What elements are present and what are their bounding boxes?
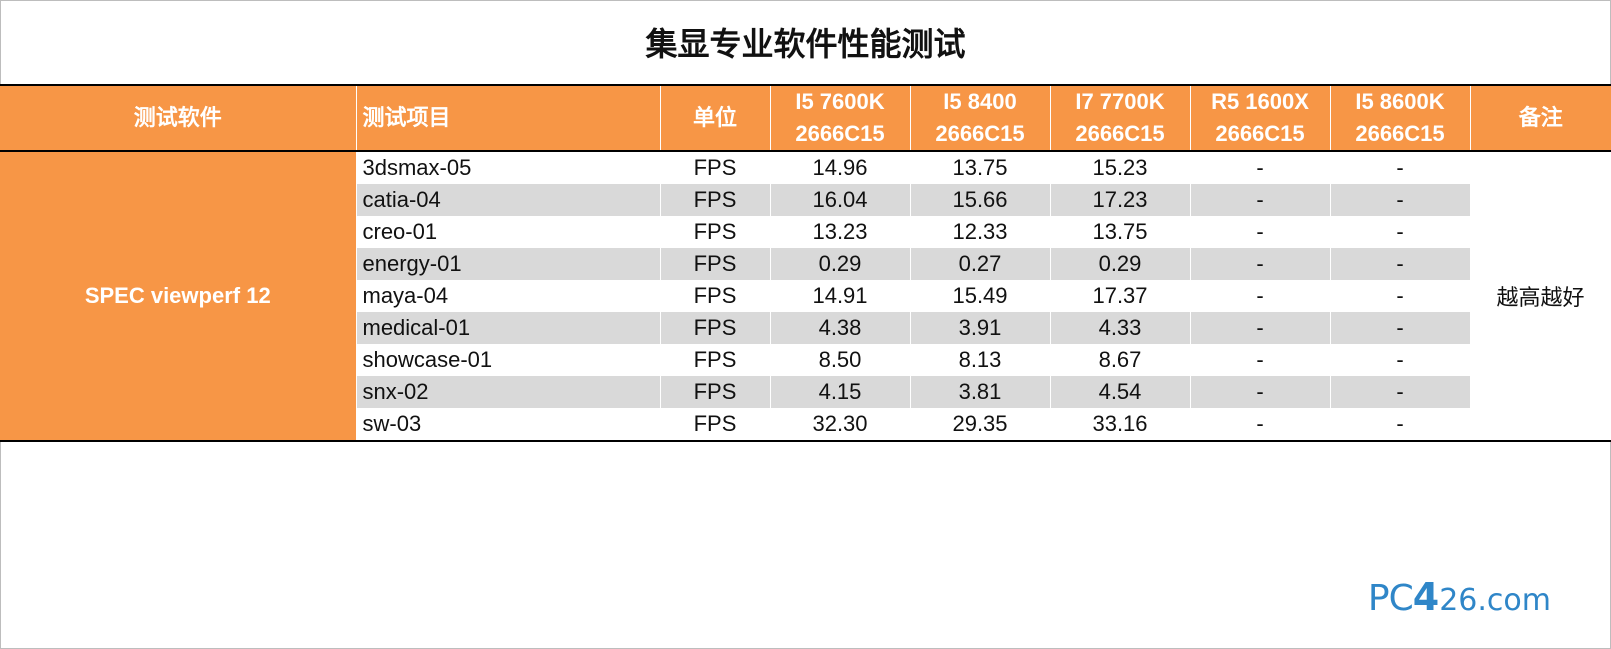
unit-cell: FPS <box>660 248 771 280</box>
score-cell-cpu-5: - <box>1330 184 1471 216</box>
header-cpu-5: I5 8600K 2666C15 <box>1330 85 1471 152</box>
score-cell-cpu-3: 15.23 <box>1050 151 1191 184</box>
score-cell-cpu-4: - <box>1190 312 1331 344</box>
unit-cell: FPS <box>660 151 771 184</box>
table-row: maya-04 FPS 14.91 15.49 17.37- - <box>0 280 1611 312</box>
score-cell-cpu-4: - <box>1190 280 1331 312</box>
unit-cell: FPS <box>660 376 771 408</box>
score-cell-cpu-5: - <box>1330 151 1471 184</box>
score-cell-cpu-2: 13.75 <box>910 151 1051 184</box>
score-cell-cpu-1: 14.96 <box>770 151 911 184</box>
header-row: 测试软件 测试项目 单位 I5 7600K 2666C15 I5 8400 2666… <box>0 85 1611 152</box>
score-cell-cpu-1: 16.04 <box>770 184 911 216</box>
score-cell-cpu-2: 3.91 <box>910 312 1051 344</box>
header-item: 测试项目 <box>356 85 661 152</box>
software-name-cell: SPEC viewperf 12 <box>0 151 357 441</box>
test-item-cell: energy-01 <box>356 248 661 280</box>
unit-cell: FPS <box>660 184 771 216</box>
unit-cell: FPS <box>660 408 771 441</box>
table-body: SPEC viewperf 12 3dsmax-05 FPS 14.96 13.75 15… <box>0 151 1611 441</box>
test-item-cell: 3dsmax-05 <box>356 151 661 184</box>
test-item-cell: medical-01 <box>356 312 661 344</box>
score-cell-cpu-5: - <box>1330 248 1471 280</box>
score-cell-cpu-5: - <box>1330 344 1471 376</box>
score-cell-cpu-1: 8.50 <box>770 344 911 376</box>
unit-cell: FPS <box>660 216 771 248</box>
test-item-cell: catia-04 <box>356 184 661 216</box>
score-cell-cpu-5: - <box>1330 312 1471 344</box>
score-cell-cpu-2: 3.81 <box>910 376 1051 408</box>
note-cell: 越高越好 <box>1470 151 1611 441</box>
score-cell-cpu-3: 17.23 <box>1050 184 1191 216</box>
test-item-cell: showcase-01 <box>356 344 661 376</box>
score-cell-cpu-4: - <box>1190 408 1331 441</box>
test-item-cell: maya-04 <box>356 280 661 312</box>
watermark-logo: PC 4 26.com <box>1367 575 1551 619</box>
score-cell-cpu-5: - <box>1330 408 1471 441</box>
score-cell-cpu-4: - <box>1190 344 1331 376</box>
score-cell-cpu-2: 15.49 <box>910 280 1051 312</box>
test-item-cell: snx-02 <box>356 376 661 408</box>
score-cell-cpu-3: 4.54 <box>1050 376 1191 408</box>
score-cell-cpu-4: - <box>1190 216 1331 248</box>
score-cell-cpu-4: - <box>1190 184 1331 216</box>
table-row: snx-02 FPS 4.15 3.81 4.54- - <box>0 376 1611 408</box>
header-software: 测试软件 <box>0 85 357 152</box>
score-cell-cpu-2: 0.27 <box>910 248 1051 280</box>
score-cell-cpu-2: 12.33 <box>910 216 1051 248</box>
score-cell-cpu-3: 13.75 <box>1050 216 1191 248</box>
header-unit: 单位 <box>660 85 771 152</box>
score-cell-cpu-5: - <box>1330 280 1471 312</box>
score-cell-cpu-1: 4.15 <box>770 376 911 408</box>
results-table: 测试软件 测试项目 单位 I5 7600K 2666C15 I5 8400 2666… <box>0 84 1611 442</box>
table-row: showcase-01 FPS 8.50 8.13 8.67- - <box>0 344 1611 376</box>
score-cell-cpu-1: 14.91 <box>770 280 911 312</box>
header-note: 备注 <box>1470 85 1611 152</box>
score-cell-cpu-3: 17.37 <box>1050 280 1191 312</box>
header-cpu-4: R5 1600X 2666C15 <box>1190 85 1331 152</box>
score-cell-cpu-1: 13.23 <box>770 216 911 248</box>
score-cell-cpu-1: 4.38 <box>770 312 911 344</box>
header-cpu-3: I7 7700K 2666C15 <box>1050 85 1191 152</box>
score-cell-cpu-4: - <box>1190 151 1331 184</box>
test-item-cell: creo-01 <box>356 216 661 248</box>
score-cell-cpu-3: 4.33 <box>1050 312 1191 344</box>
table-row: SPEC viewperf 12 3dsmax-05 FPS 14.96 13.75 15… <box>0 151 1611 441</box>
score-cell-cpu-2: 15.66 <box>910 184 1051 216</box>
unit-cell: FPS <box>660 344 771 376</box>
score-cell-cpu-5: - <box>1330 376 1471 408</box>
score-cell-cpu-3: 0.29 <box>1050 248 1191 280</box>
score-cell-cpu-3: 33.16 <box>1050 408 1191 441</box>
table-row: energy-01 FPS 0.29 0.27 0.29- - <box>0 248 1611 280</box>
score-cell-cpu-1: 0.29 <box>770 248 911 280</box>
score-cell-cpu-3: 8.67 <box>1050 344 1191 376</box>
table-row: creo-01 FPS 13.23 12.33 13.75- - <box>0 216 1611 248</box>
table-row: catia-04 FPS 16.04 15.66 17.23- - <box>0 184 1611 216</box>
test-item-cell: sw-03 <box>356 408 661 441</box>
score-cell-cpu-2: 29.35 <box>910 408 1051 441</box>
page-title: 集显专业软件性能测试 <box>645 26 966 62</box>
unit-cell: FPS <box>660 312 771 344</box>
score-cell-cpu-4: - <box>1190 376 1331 408</box>
score-cell-cpu-2: 8.13 <box>910 344 1051 376</box>
header-cpu-2: I5 8400 2666C15 <box>910 85 1051 152</box>
score-cell-cpu-5: - <box>1330 216 1471 248</box>
header-cpu-1: I5 7600K 2666C15 <box>770 85 911 152</box>
unit-cell: FPS <box>660 280 771 312</box>
table-row: sw-03 FPS 32.30 29.35 33.16- - <box>0 408 1611 441</box>
score-cell-cpu-1: 32.30 <box>770 408 911 441</box>
score-cell-cpu-4: - <box>1190 248 1331 280</box>
table-row: medical-01 FPS 4.38 3.91 4.33- - <box>0 312 1611 344</box>
